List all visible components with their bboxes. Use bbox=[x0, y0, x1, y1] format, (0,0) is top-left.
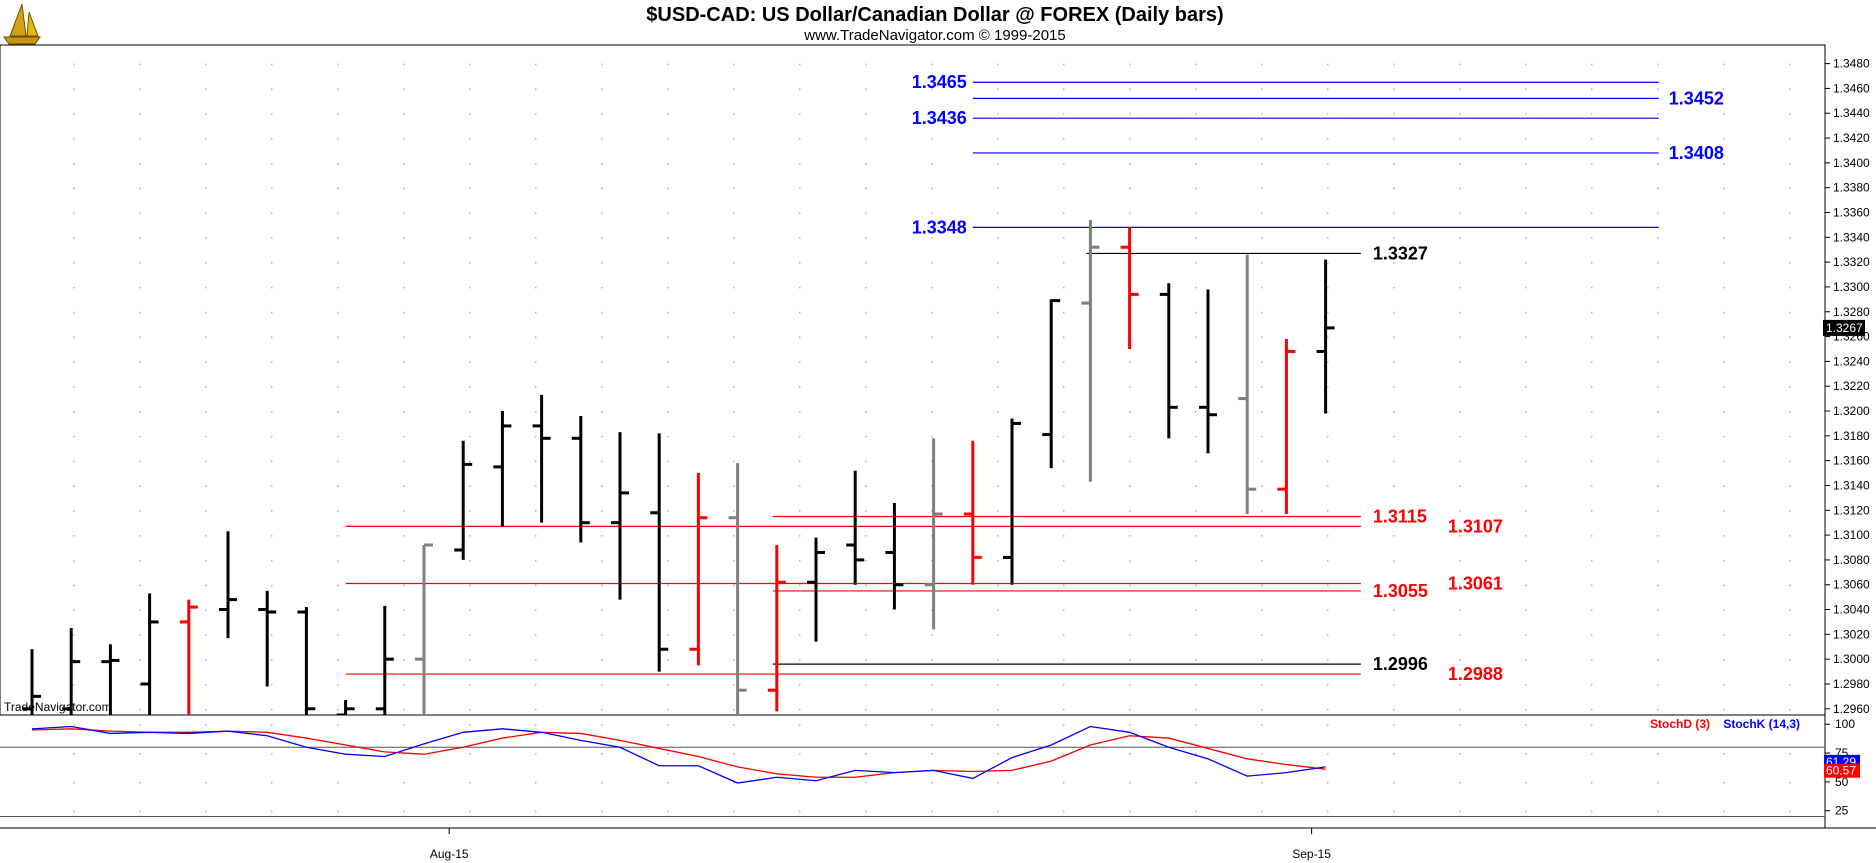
level-label: 1.3107 bbox=[1448, 516, 1503, 536]
chart-title: $USD-CAD: US Dollar/Canadian Dollar @ FO… bbox=[646, 4, 1223, 26]
stoch-series-line bbox=[31, 728, 1326, 778]
level-lines: 1.3465 1.3452 1.3436 1.3408 1.3348 1.3327 1.31… bbox=[345, 72, 1724, 684]
logo bbox=[3, 3, 41, 45]
price-tick-label: 1.3060 bbox=[1833, 578, 1870, 592]
level-label: 1.3327 bbox=[1373, 243, 1428, 263]
level-label: 1.3061 bbox=[1448, 573, 1503, 593]
price-axis: 1.2960 1.2980 1.3000 1.3020 1.3040 1.3060 1.30… bbox=[1825, 57, 1870, 716]
ohlc-bar bbox=[1238, 254, 1257, 514]
ohlc-bar bbox=[767, 545, 786, 712]
ohlc-bar bbox=[846, 470, 865, 585]
stoch-legend-entry: StochK (14,3) bbox=[1723, 717, 1800, 731]
ohlc-bar bbox=[1042, 299, 1061, 469]
level-label: 1.3465 bbox=[912, 72, 967, 92]
price-tick-label: 1.2980 bbox=[1833, 677, 1870, 691]
price-tick-label: 1.3200 bbox=[1833, 404, 1870, 418]
level-label: 1.3452 bbox=[1669, 88, 1724, 108]
level-label: 1.3348 bbox=[912, 217, 967, 237]
ohlc-bar bbox=[62, 628, 81, 715]
price-tick-label: 1.3180 bbox=[1833, 429, 1870, 443]
chart-subtitle: www.TradeNavigator.com © 1999-2015 bbox=[803, 27, 1065, 44]
ohlc-bars bbox=[23, 219, 1335, 715]
stoch-series-line bbox=[31, 725, 1326, 784]
ohlc-bar bbox=[258, 590, 277, 687]
svg-text:60.57: 60.57 bbox=[1826, 764, 1856, 778]
ohlc-bar bbox=[611, 432, 629, 600]
ohlc-bar bbox=[1277, 339, 1296, 514]
ohlc-bar bbox=[1316, 259, 1335, 414]
ohlc-bar bbox=[375, 605, 394, 715]
ohlc-bar bbox=[179, 599, 198, 715]
sailboat-logo-icon bbox=[3, 3, 41, 45]
stochastic-pane: StochD (3) StochK (14,3) bbox=[0, 717, 1825, 817]
ohlc-bar bbox=[532, 394, 551, 523]
ohlc-bar bbox=[1199, 289, 1217, 454]
ohlc-bar bbox=[1003, 418, 1021, 585]
stoch-legend-entry: StochD (3) bbox=[1650, 717, 1710, 731]
price-tick-label: 1.3420 bbox=[1833, 131, 1870, 145]
ohlc-bar bbox=[101, 644, 120, 715]
last-price-badge: 1.3267 bbox=[1823, 319, 1865, 336]
last-price-label: 1.3267 bbox=[1826, 321, 1863, 335]
stoch-tick-label: 25 bbox=[1835, 804, 1849, 818]
price-tick-label: 1.3280 bbox=[1833, 305, 1870, 319]
ohlc-bar bbox=[493, 411, 512, 527]
ohlc-bar bbox=[454, 440, 473, 560]
level-label: 1.3436 bbox=[912, 108, 967, 128]
price-tick-label: 1.3080 bbox=[1833, 553, 1870, 567]
ohlc-bar bbox=[219, 531, 237, 639]
price-tick-label: 1.3460 bbox=[1833, 81, 1870, 95]
price-tick-label: 1.3300 bbox=[1833, 280, 1870, 294]
ohlc-bar bbox=[415, 543, 433, 715]
ohlc-bar bbox=[140, 593, 159, 715]
watermark: TradeNavigator.com bbox=[4, 700, 112, 714]
grid-dots bbox=[73, 63, 1791, 813]
price-tick-label: 1.3480 bbox=[1833, 57, 1870, 71]
level-label: 1.3408 bbox=[1669, 143, 1724, 163]
price-tick-label: 1.3360 bbox=[1833, 206, 1870, 220]
ohlc-bar bbox=[807, 537, 825, 642]
price-tick-label: 1.3340 bbox=[1833, 230, 1870, 244]
ohlc-bar bbox=[885, 502, 904, 610]
ohlc-bar bbox=[336, 700, 355, 715]
ohlc-bar bbox=[297, 607, 316, 715]
price-tick-label: 1.3240 bbox=[1833, 354, 1870, 368]
ohlc-bar bbox=[1081, 219, 1100, 482]
price-tick-label: 1.3140 bbox=[1833, 478, 1870, 492]
ohlc-bar bbox=[23, 649, 41, 715]
ohlc-bar bbox=[924, 438, 943, 630]
price-tick-label: 1.3160 bbox=[1833, 454, 1870, 468]
stoch-tick-label: 100 bbox=[1835, 717, 1855, 731]
price-tick-label: 1.3100 bbox=[1833, 528, 1870, 542]
date-axis: Aug-15 Sep-15 bbox=[430, 828, 1331, 861]
price-tick-label: 1.3020 bbox=[1833, 627, 1870, 641]
price-tick-label: 1.2960 bbox=[1833, 702, 1870, 716]
price-tick-label: 1.3400 bbox=[1833, 156, 1870, 170]
level-label: 1.2988 bbox=[1448, 664, 1503, 684]
stoch-tick-label: 50 bbox=[1835, 775, 1849, 789]
price-tick-label: 1.3380 bbox=[1833, 181, 1870, 195]
price-tick-label: 1.3040 bbox=[1833, 603, 1870, 617]
ohlc-bar bbox=[571, 415, 590, 543]
ohlc-bar bbox=[689, 473, 708, 666]
price-tick-label: 1.3320 bbox=[1833, 255, 1870, 269]
price-tick-label: 1.3000 bbox=[1833, 652, 1870, 666]
price-tick-label: 1.3120 bbox=[1833, 503, 1870, 517]
level-label: 1.3055 bbox=[1373, 581, 1428, 601]
ohlc-bar bbox=[650, 433, 669, 672]
ohlc-bar bbox=[1159, 283, 1178, 439]
level-label: 1.3115 bbox=[1373, 506, 1427, 526]
ohlc-bar bbox=[1120, 227, 1139, 349]
ohlc-bar bbox=[963, 440, 982, 585]
date-tick-label: Sep-15 bbox=[1292, 847, 1331, 861]
date-tick-label: Aug-15 bbox=[430, 847, 469, 861]
price-pane-frame bbox=[0, 44, 1826, 716]
price-tick-label: 1.3440 bbox=[1833, 106, 1870, 120]
ohlc-bar bbox=[728, 463, 747, 715]
level-label: 1.2996 bbox=[1373, 654, 1428, 674]
stoch-last-value-badge: 60.57 bbox=[1824, 763, 1860, 778]
price-tick-label: 1.3220 bbox=[1833, 379, 1870, 393]
